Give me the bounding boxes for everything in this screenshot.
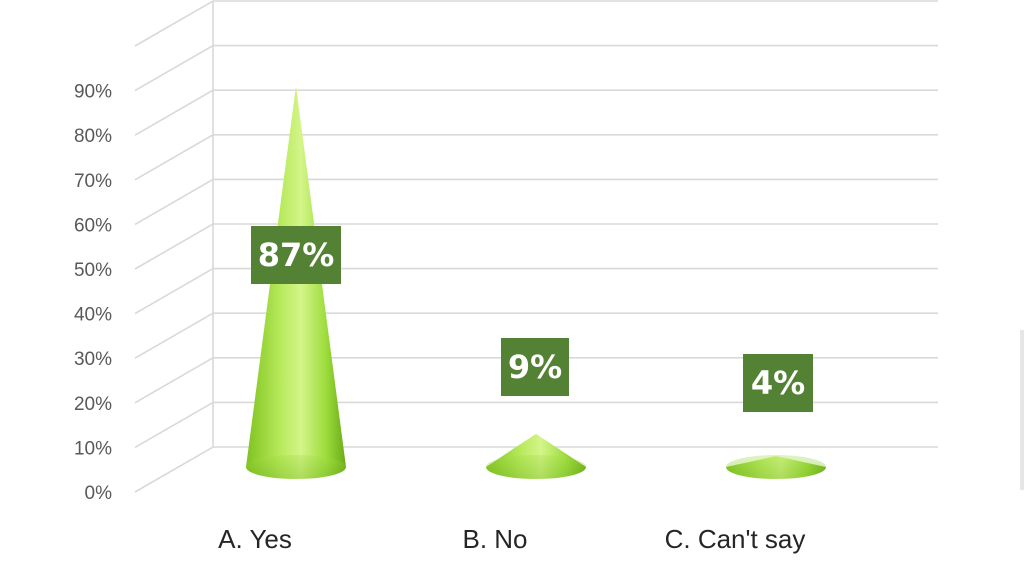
cone-bar [486, 433, 586, 479]
y-tick-label: 40% [74, 305, 112, 326]
data-labels: 87% 9% 4% [251, 226, 813, 412]
data-label-value: 4% [751, 364, 805, 402]
window-edge [1020, 330, 1024, 490]
x-category-label: B. No [462, 524, 527, 554]
gridlines [134, 0, 938, 493]
y-tick-label: 60% [74, 215, 112, 236]
gridline [134, 0, 938, 47]
cone-base [486, 455, 586, 479]
gridline [134, 178, 938, 226]
x-category-label: C. Can't say [665, 524, 806, 554]
y-axis-ticks: 0% 10% 20% 30% 40% 50% 60% 70% 80% 90% [74, 82, 112, 504]
y-tick-label: 0% [85, 483, 113, 504]
data-label-value: 87% [258, 236, 335, 274]
x-axis-categories: A. Yes B. No C. Can't say [218, 524, 805, 554]
y-tick-label: 20% [74, 394, 112, 415]
y-tick-label: 70% [74, 171, 112, 192]
data-label: 4% [743, 354, 813, 412]
y-tick-label: 30% [74, 349, 112, 370]
gridline [134, 89, 938, 136]
x-category-label: A. Yes [218, 524, 292, 554]
y-tick-label: 80% [74, 126, 112, 147]
cone-base [246, 455, 346, 479]
gridline [134, 134, 938, 181]
cone-base [726, 455, 826, 479]
y-tick-label: 50% [74, 260, 112, 281]
data-label: 87% [251, 226, 341, 284]
gridline [134, 44, 938, 92]
data-label-box [743, 354, 813, 412]
data-label-value: 9% [508, 348, 562, 386]
cone-bar [726, 455, 826, 479]
y-tick-label: 90% [74, 82, 112, 103]
y-tick-label: 10% [74, 438, 112, 459]
data-label-box [251, 226, 341, 284]
data-label: 9% [501, 338, 569, 396]
data-label-box [501, 338, 569, 396]
